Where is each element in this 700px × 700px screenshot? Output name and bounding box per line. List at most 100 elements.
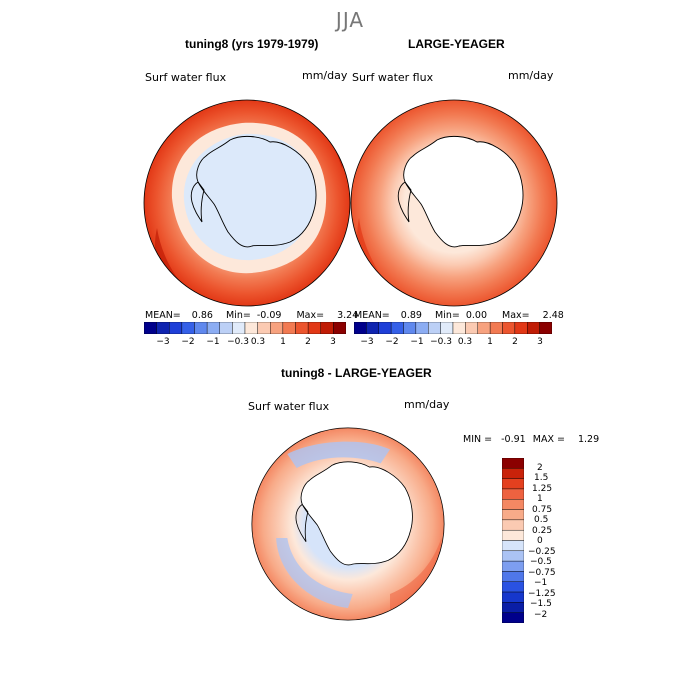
panel2-max-value: 2.48	[542, 310, 564, 321]
panel3-colorbar-labels: 2 1.5 1.25 1 0.75 0.5 0.25 0 −0.25 −0.5 …	[528, 458, 590, 623]
panel2-variable-label: Surf water flux	[352, 71, 434, 84]
panel2-map	[350, 99, 558, 307]
panel1-colorbar-tick: 0.3	[250, 337, 266, 347]
panel3-colorbar-tick: −1.5	[530, 599, 552, 609]
panel3-colorbar-tick: −0.75	[528, 568, 556, 578]
panel1-max-value: 3.24	[337, 310, 359, 321]
panel1-colorbar-tick: 1	[280, 337, 286, 347]
panel2-colorbar-tick: −2	[385, 337, 399, 347]
panel1-colorbar-tick: 2	[305, 337, 311, 347]
colorbar-swatch	[144, 322, 157, 334]
panel2-mean-value: 0.89	[400, 310, 422, 321]
colorbar-swatch	[489, 322, 503, 334]
panel2-colorbar-tick: −3	[360, 337, 374, 347]
colorbar-swatch	[156, 322, 170, 334]
colorbar-swatch	[307, 322, 321, 334]
panel3-colorbar-tick: −0.25	[528, 547, 556, 557]
colorbar-swatch	[333, 322, 346, 334]
panel1-mean-value: 0.86	[191, 310, 213, 321]
panel3-colorbar-tick: −1.25	[528, 589, 556, 599]
panel3-min-value: -0.91	[501, 434, 526, 445]
panel3-colorbar-tick: 1	[537, 494, 543, 504]
panel3-colorbar-tick: 1.25	[532, 484, 553, 494]
panel1-min-label: Min=	[225, 310, 251, 321]
colorbar-swatch	[415, 322, 429, 334]
panel3-colorbar-tick: 0	[537, 536, 543, 546]
panel3-colorbar-tick: 0.5	[534, 515, 549, 525]
colorbar-swatch	[514, 322, 528, 334]
colorbar-swatch	[403, 322, 417, 334]
panel3-min-label: MIN =	[463, 434, 493, 445]
panel2-colorbar-tick: 0.3	[457, 337, 473, 347]
panel2-colorbar-tick: −0.3	[430, 337, 452, 347]
panel3-unit-label: mm/day	[404, 398, 450, 411]
panel2-max-label: Max=	[502, 310, 530, 321]
colorbar-swatch	[502, 488, 524, 500]
colorbar-swatch	[502, 581, 524, 593]
colorbar-swatch	[539, 322, 552, 334]
colorbar-swatch	[270, 322, 284, 334]
colorbar-swatch	[502, 571, 524, 582]
colorbar-swatch	[354, 322, 367, 334]
colorbar-swatch	[219, 322, 233, 334]
panel2-colorbar-tick: −1	[410, 337, 424, 347]
colorbar-swatch	[206, 322, 220, 334]
panel3-colorbar-tick: 0.75	[532, 505, 553, 515]
panel2-colorbar-tick: 1	[487, 337, 493, 347]
colorbar-swatch	[452, 322, 466, 334]
panel3-colorbar-tick: −0.5	[530, 557, 552, 567]
colorbar-swatch	[232, 322, 246, 334]
panel3-colorbar-tick: 0.25	[532, 526, 553, 536]
colorbar-swatch	[502, 468, 524, 479]
panel1-map	[143, 99, 351, 307]
panel2-min-label: Min=	[434, 310, 460, 321]
panel2-colorbar-tick: 3	[537, 337, 543, 347]
panel1-stats: MEAN= 0.86 Min= -0.09 Max= 3.24	[145, 310, 358, 321]
season-title: JJA	[335, 8, 365, 32]
panel1-variable-label: Surf water flux	[145, 71, 227, 84]
panel2-mean-label: MEAN=	[354, 310, 390, 321]
panel1-colorbar-labels: −3 −2 −1 −0.3 0.3 1 2 3	[144, 337, 346, 349]
colorbar-swatch	[502, 519, 524, 531]
panel1-max-label: Max=	[296, 310, 325, 321]
colorbar-swatch	[428, 322, 441, 334]
colorbar-swatch	[282, 322, 296, 334]
panel3-colorbar-tick: 1.5	[534, 473, 549, 483]
colorbar-swatch	[320, 322, 334, 334]
panel1-colorbar-tick: −2	[181, 337, 195, 347]
panel3-title: tuning8 - LARGE-YEAGER	[281, 366, 432, 380]
panel3-max-label: MAX =	[532, 434, 565, 445]
panel2-colorbar-tick: 2	[512, 337, 518, 347]
panel1-unit-label: mm/day	[302, 69, 348, 82]
colorbar-swatch	[366, 322, 379, 334]
panel3-max-value: 1.29	[577, 434, 600, 445]
colorbar-swatch	[477, 322, 491, 334]
panel3-colorbar	[502, 458, 524, 623]
panel1-colorbar	[144, 322, 346, 334]
colorbar-swatch	[465, 322, 478, 334]
colorbar-swatch	[527, 322, 540, 334]
colorbar-swatch	[502, 458, 524, 469]
colorbar-swatch	[502, 509, 524, 521]
colorbar-swatch	[257, 322, 271, 334]
colorbar-swatch	[502, 540, 524, 552]
panel2-colorbar	[354, 322, 552, 334]
colorbar-swatch	[502, 612, 524, 623]
panel2-unit-label: mm/day	[508, 69, 554, 82]
panel3-map	[251, 427, 445, 621]
panel1-colorbar-tick: 3	[330, 337, 336, 347]
colorbar-swatch	[502, 322, 516, 334]
colorbar-swatch	[502, 478, 524, 490]
panel2-title: LARGE-YEAGER	[408, 37, 505, 51]
colorbar-swatch	[169, 322, 183, 334]
colorbar-swatch	[502, 529, 524, 541]
panel2-stats: MEAN= 0.89 Min= 0.00 Max= 2.48	[354, 310, 564, 321]
panel3-colorbar-tick: −2	[534, 610, 548, 620]
colorbar-swatch	[181, 322, 195, 334]
colorbar-swatch	[502, 602, 524, 613]
panel1-mean-label: MEAN=	[145, 310, 181, 321]
panel3-variable-label: Surf water flux	[248, 400, 330, 413]
colorbar-swatch	[502, 499, 524, 510]
panel1-colorbar-tick: −0.3	[227, 337, 249, 347]
panel3-stats: MIN = -0.91 MAX = 1.29	[463, 434, 599, 445]
